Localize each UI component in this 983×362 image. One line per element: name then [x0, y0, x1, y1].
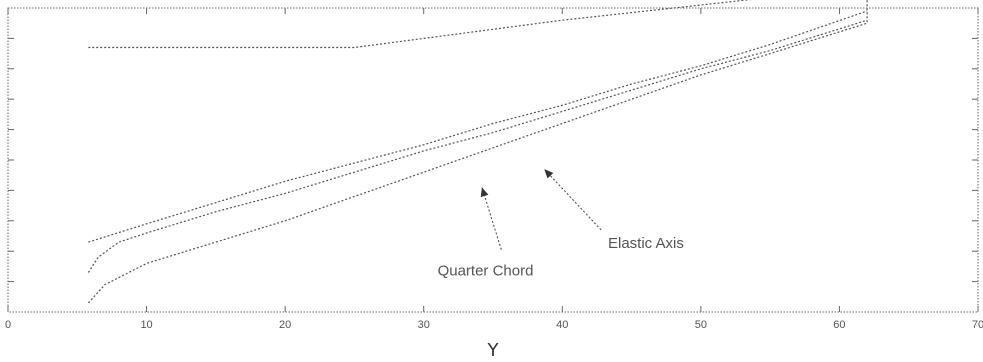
annotations: Elastic Axis Quarter Chord — [438, 168, 684, 280]
x-tick-label: 40 — [556, 319, 568, 331]
annotation-text: Elastic Axis — [608, 235, 684, 252]
x-tick-label: 10 — [140, 319, 152, 331]
x-tick-label: 0 — [5, 319, 11, 331]
x-axis-label: Y — [487, 340, 500, 361]
series-line-outline — [87, 0, 868, 304]
series-group — [87, 0, 868, 304]
series-line-quarter_chord — [87, 19, 868, 273]
x-tick-label: 30 — [418, 319, 430, 331]
annotation-arrow-line — [543, 168, 602, 231]
annotation-arrowhead — [480, 187, 489, 198]
axis-ticks: 0 10 20 30 40 50 60 70 — [5, 8, 983, 331]
x-tick-label: 50 — [695, 319, 707, 331]
annotation-text: Quarter Chord — [438, 263, 534, 280]
annotation-arrowhead — [544, 169, 554, 179]
x-tick-label: 60 — [833, 319, 845, 331]
annotation-arrow-line — [481, 187, 502, 250]
x-tick-label: 70 — [972, 319, 983, 331]
x-tick-label: 20 — [279, 319, 291, 331]
series-line-elastic_axis — [88, 10, 868, 243]
